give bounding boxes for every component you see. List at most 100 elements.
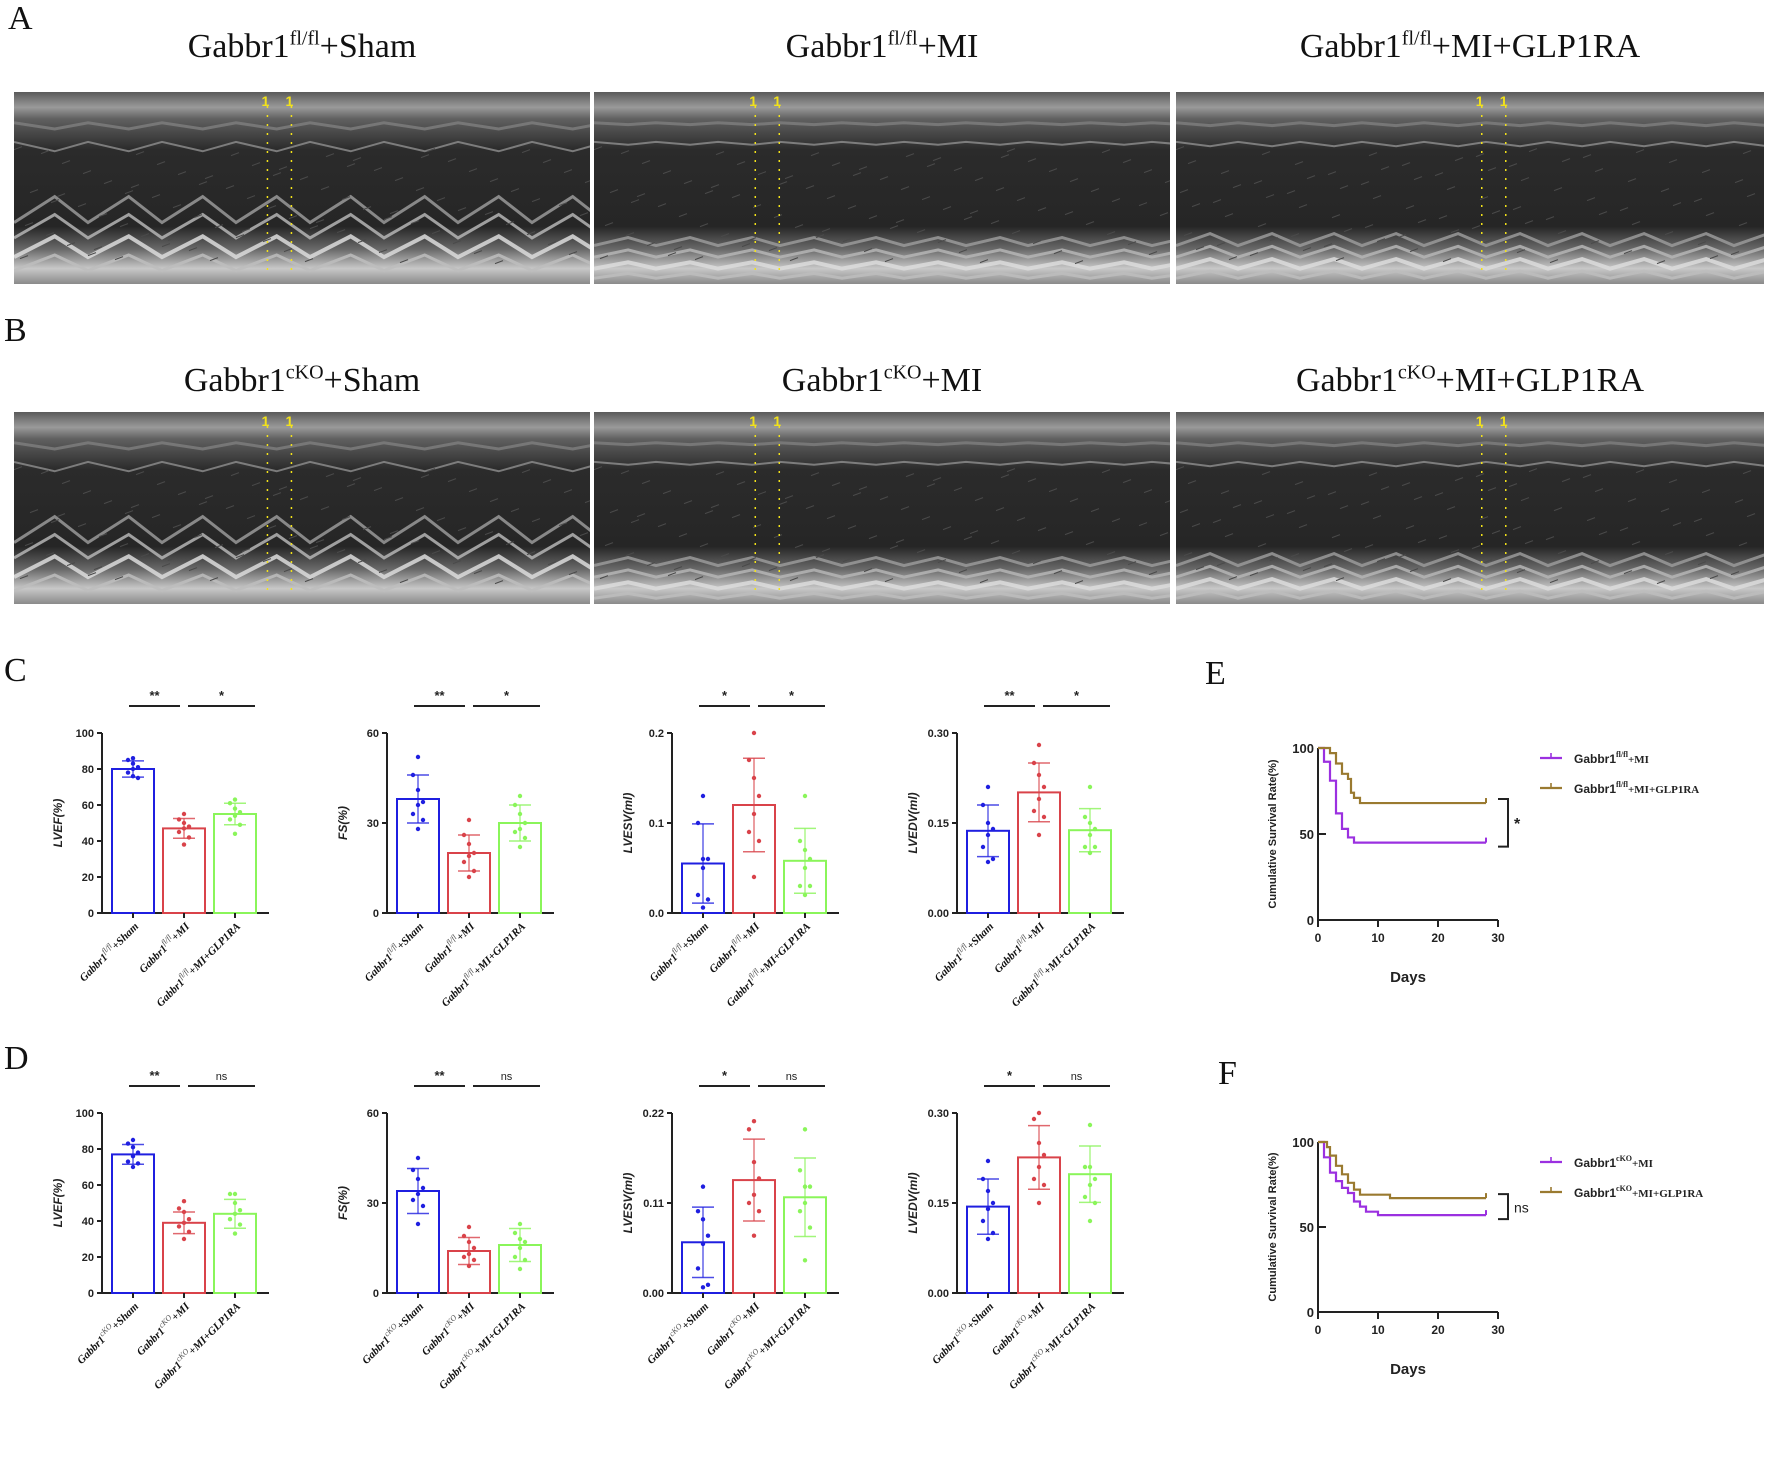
panel-letter-a: A [8,0,33,37]
svg-text:1: 1 [1500,93,1508,109]
y-tick-label: 50 [1300,827,1314,842]
significance-label: ** [434,688,445,703]
svg-text:1: 1 [749,93,757,109]
echo-title-b1: Gabbr1cKO+Sham [183,361,421,399]
x-tick-label: Gabbr1fl/fl+MI+GLP1RA [1007,919,1098,1010]
significance-label: * [1007,1068,1013,1083]
y-tick-label: 60 [82,800,94,812]
y-tick-label: 0 [88,1288,94,1300]
survival-chart-f: Cumulative Survival Rate(%) 0 50 100 0 10 20 30… [1267,1135,1703,1378]
x-tick-label: Gabbr1cKO+Sham [358,1298,427,1367]
mmode-echo-image-b2: 1 1 [594,412,1170,604]
x-tick-label: 0 [1315,931,1322,945]
x-tick-label: 20 [1431,931,1445,945]
bar-1 [162,827,206,914]
y-tick-label: 0.22 [643,1108,664,1120]
y-axis-label: LVEDV(ml) [906,1172,920,1233]
echo-title-a2: Gabbr1fl/fl+MI [785,27,979,65]
legend-label-0: Gabbr1fl/fl+MI [1574,750,1649,766]
y-tick-label: 40 [82,836,94,848]
bar-chart-c-lvesv: LVESV(ml) 0.0 0.1 0.2 Gabbr1fl/fl+ShamGabbr1… [621,688,839,1010]
panel-letter-c: C [4,652,27,689]
x-tick-label: Gabbr1fl/fl+Sham [930,918,996,984]
y-tick-label: 0.00 [643,1288,664,1300]
y-tick-label: 40 [82,1216,94,1228]
y-axis-label: Cumulative Survival Rate(%) [1267,1152,1279,1301]
y-tick-label: 60 [367,728,379,740]
x-tick-label: 20 [1431,1323,1445,1337]
y-axis-label: Cumulative Survival Rate(%) [1267,759,1279,908]
x-tick-label: Gabbr1fl/fl+MI+GLP1RA [152,919,243,1010]
y-axis-label: FS(%) [336,1186,350,1220]
x-tick-label: Gabbr1fl/fl+MI+GLP1RA [437,919,528,1010]
survival-curve-0 [1318,1140,1486,1217]
significance-label: * [504,688,510,703]
y-tick-label: 50 [1300,1220,1314,1235]
x-tick-label: Gabbr1cKO+Sham [643,1298,712,1367]
x-axis-label: Days [1390,1361,1426,1378]
panel-letter-d: D [4,1040,29,1077]
svg-text:1: 1 [261,413,269,429]
legend-label-1: Gabbr1fl/fl+MI+GLP1RA [1574,780,1699,796]
bar-chart-c-fs: FS(%) 0 30 60 Gabbr1fl/fl+ShamGabbr1fl/fl+MI… [336,688,554,1010]
echo-title-a1: Gabbr1fl/fl+Sham [187,27,417,65]
significance-label: ns [501,1071,513,1083]
survival-curve-1 [1318,1140,1486,1200]
y-axis-label: LVEF(%) [51,799,65,848]
y-tick-label: 0.1 [649,818,664,830]
y-tick-label: 0 [1307,913,1314,928]
survival-curve-1 [1318,746,1486,805]
legend-label-1: Gabbr1cKO+MI+GLP1RA [1574,1184,1703,1200]
significance-label: ** [149,688,160,703]
bar-chart-d-lvef: LVEF(%) 0 20 40 60 80 100 Gabbr1cKO+ShamGabbr1c… [51,1068,269,1392]
significance-label: * [1074,688,1080,703]
significance-label: ns [1514,1200,1529,1216]
bar-chart-d-lvedv: LVEDV(ml) 0.00 0.15 0.30 Gabbr1cKO+ShamGabbr… [906,1068,1124,1392]
y-axis-label: LVESV(ml) [621,793,635,854]
y-tick-label: 0 [373,1288,379,1300]
x-tick-label: Gabbr1fl/fl+Sham [75,918,141,984]
y-tick-label: 0.0 [649,908,664,920]
echo-title-b2: Gabbr1cKO+MI [781,361,983,399]
mmode-echo-image-a2: 1 1 [594,92,1170,284]
x-tick-label: Gabbr1fl/fl+Sham [360,918,426,984]
significance-label: ** [149,1068,160,1083]
significance-label: ns [1071,1071,1083,1083]
bar-chart-d-fs: FS(%)03060Gabbr1cKO+ShamGabbr1cKO+MIGabb… [336,1068,554,1392]
mmode-echo-image-b1: 1 1 [14,412,590,604]
y-tick-label: 0.11 [643,1198,664,1210]
bar-0 [111,1153,155,1295]
y-tick-label: 100 [76,1108,94,1120]
mmode-echo-image-b3: 1 1 [1176,412,1764,604]
svg-text:1: 1 [1476,413,1484,429]
y-tick-label: 0.00 [928,1288,949,1300]
svg-text:1: 1 [749,413,757,429]
significance-label: * [722,688,728,703]
legend-label-0: Gabbr1cKO+MI [1574,1154,1653,1170]
x-tick-label: 10 [1371,931,1385,945]
x-tick-label: Gabbr1cKO+MI+GLP1RA [150,1299,243,1392]
x-tick-label: Gabbr1cKO+Sham [928,1298,997,1367]
mmode-echo-image-a3: 1 1 [1176,92,1764,284]
y-tick-label: 0.15 [928,818,949,830]
survival-curve-0 [1318,746,1486,844]
y-axis-label: LVESV(ml) [621,1173,635,1234]
y-tick-label: 0.30 [928,1108,949,1120]
x-tick-label: 30 [1491,931,1505,945]
x-tick-label: Gabbr1fl/fl+Sham [645,918,711,984]
y-tick-label: 60 [82,1180,94,1192]
y-tick-label: 0.00 [928,908,949,920]
svg-text:1: 1 [1500,413,1508,429]
significance-label: * [1514,816,1521,833]
panel-letter-e: E [1205,655,1226,692]
y-tick-label: 80 [82,764,94,776]
y-tick-label: 30 [367,1198,379,1210]
x-tick-label: Gabbr1fl/fl+MI+GLP1RA [722,919,813,1010]
bar-chart-c-lvedv: LVEDV(ml) 0.00 0.15 0.30 Gabbr1fl/fl+ShamGab… [906,688,1124,1010]
svg-text:1: 1 [773,93,781,109]
y-tick-label: 20 [82,872,94,884]
x-axis-label: Days [1390,969,1426,986]
svg-text:1: 1 [261,93,269,109]
significance-label: * [789,688,795,703]
y-tick-label: 0.15 [928,1198,949,1210]
